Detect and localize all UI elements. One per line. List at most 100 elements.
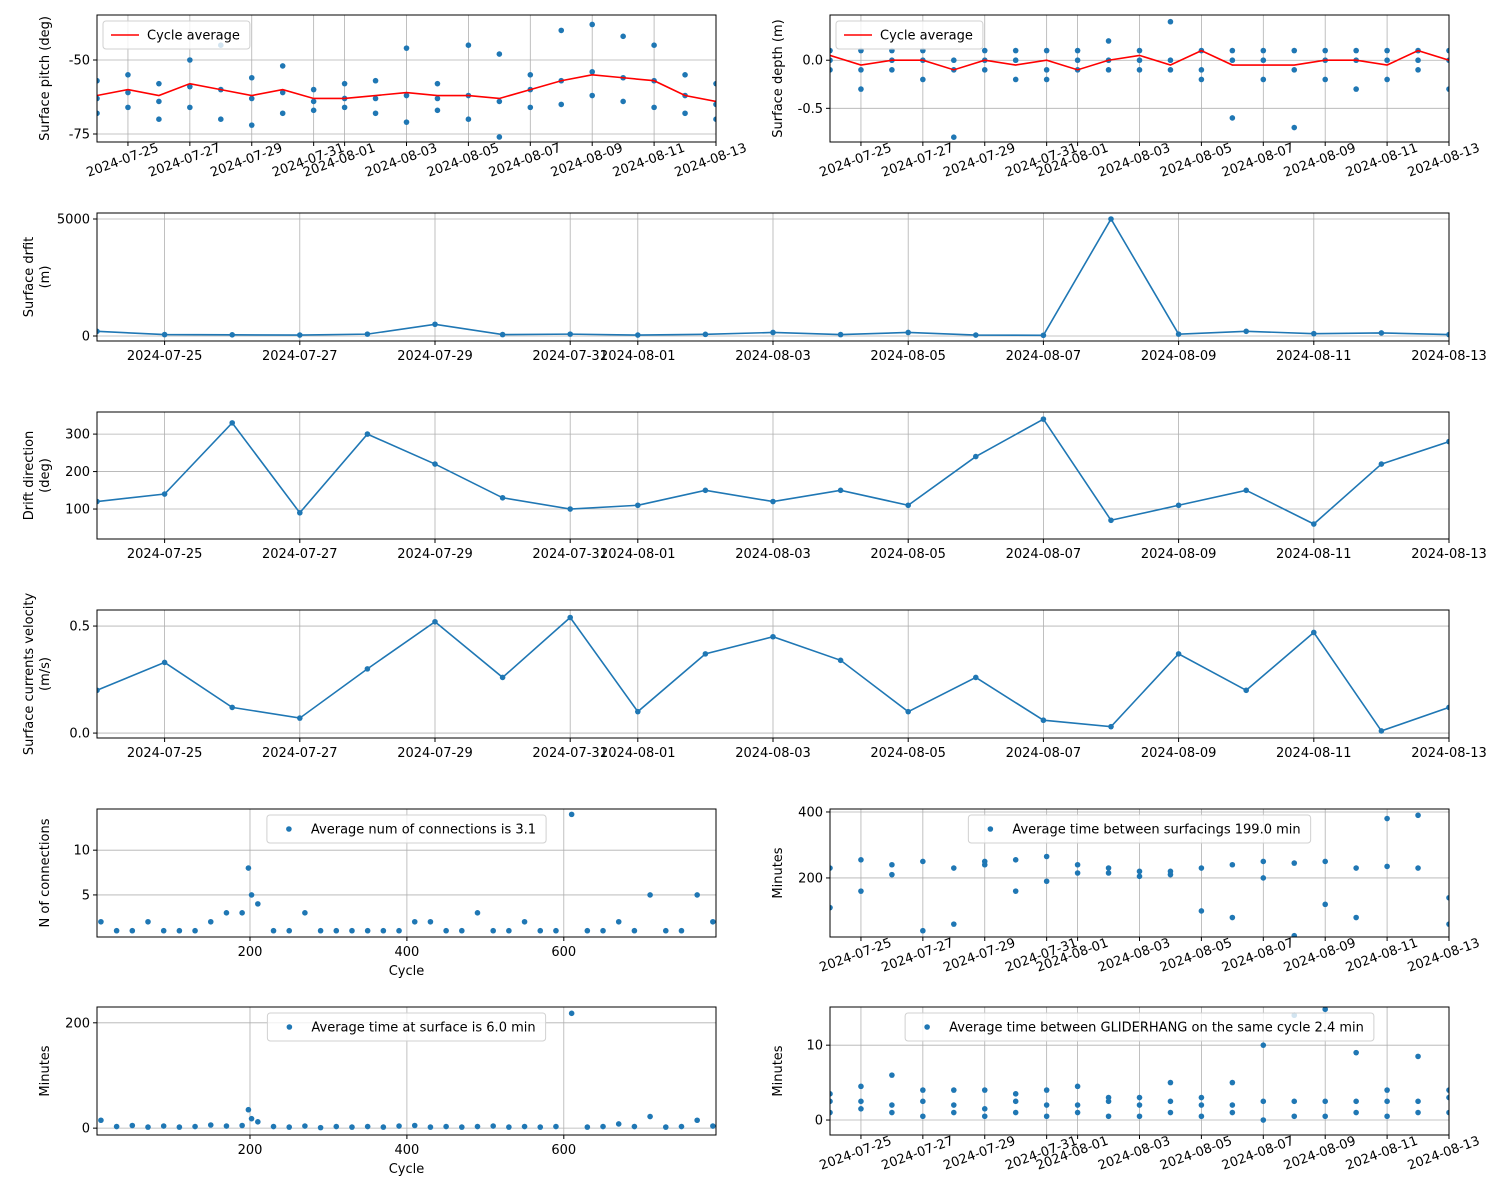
point: [245, 1106, 252, 1113]
point: [1322, 1007, 1328, 1013]
point: [270, 927, 277, 934]
point: [537, 927, 544, 934]
point: [125, 71, 131, 78]
point: [1384, 1113, 1390, 1120]
y-tick-label: 200: [65, 465, 90, 480]
legend-label: Cycle average: [147, 29, 240, 44]
point: [218, 116, 224, 123]
point: [837, 331, 844, 338]
point: [187, 57, 193, 63]
point: [380, 927, 387, 934]
x-tick-label: 2024-07-25: [127, 349, 203, 364]
point: [97, 95, 100, 102]
x-tick-label: 400: [394, 945, 419, 960]
x-tick-label: 2024-08-07: [1006, 547, 1082, 562]
point: [1446, 704, 1449, 711]
point: [920, 76, 926, 83]
point: [207, 918, 214, 925]
legend-box: [266, 814, 547, 844]
point: [662, 927, 669, 934]
point: [1136, 868, 1143, 875]
legend-label: Average num of connections is 3.1: [311, 823, 536, 838]
point: [411, 1122, 418, 1129]
point: [951, 57, 957, 64]
point: [161, 659, 168, 666]
point: [372, 77, 379, 84]
point: [713, 101, 716, 108]
point: [1446, 438, 1449, 445]
point: [1353, 1098, 1359, 1105]
point: [830, 865, 833, 871]
point: [635, 332, 641, 338]
point: [364, 431, 371, 437]
point: [1040, 332, 1047, 339]
point: [1260, 76, 1267, 83]
x-tick-label: 2024-08-03: [735, 547, 811, 562]
x-tick-label: 2024-07-31: [532, 547, 608, 562]
y-tick-label: 300: [65, 428, 90, 443]
point: [403, 92, 410, 99]
point: [1229, 115, 1236, 121]
point: [97, 687, 100, 694]
point: [1175, 651, 1182, 657]
point: [396, 1123, 402, 1129]
point: [1384, 57, 1390, 64]
point: [465, 42, 472, 48]
point: [584, 927, 591, 934]
point: [1074, 870, 1081, 876]
panel: 2024-07-25 2024-07-27 2024-07-29 2024-07-31…: [22, 411, 1487, 562]
legend: Average num of connections is 3.1: [266, 814, 547, 844]
point: [1378, 330, 1385, 336]
point: [156, 80, 162, 87]
point: [1198, 1094, 1205, 1101]
x-tick-label: 2024-08-11: [1276, 349, 1352, 364]
x-tick-label: 2024-07-27: [262, 349, 338, 364]
point: [1384, 76, 1390, 83]
plot-area: [830, 812, 1449, 937]
point: [1446, 1109, 1449, 1116]
point: [1291, 860, 1298, 866]
point: [981, 67, 988, 73]
point: [192, 1123, 198, 1130]
point: [837, 657, 844, 664]
point: [176, 1124, 183, 1130]
point: [1322, 858, 1328, 865]
point: [286, 1124, 293, 1130]
point: [1260, 875, 1267, 881]
point: [830, 67, 833, 73]
series-line: [97, 73, 716, 103]
y-tick-label: 5000: [57, 212, 90, 227]
point: [589, 69, 595, 75]
point: [1415, 812, 1421, 819]
point: [1229, 47, 1236, 54]
panel: 200 400 600 0 200 Minutes Cycle Average time at…: [38, 1006, 717, 1177]
point: [973, 332, 979, 338]
x-tick-label: 2024-08-13: [1406, 141, 1482, 181]
point: [187, 83, 193, 90]
point: [1311, 521, 1317, 527]
point: [920, 858, 926, 865]
point: [1446, 1094, 1449, 1101]
point: [248, 74, 255, 81]
y-tick-label: 0.5: [69, 620, 90, 635]
legend-box: [967, 814, 1312, 844]
point: [229, 332, 235, 338]
point: [981, 47, 988, 54]
point: [176, 927, 183, 934]
y-tick-label: 400: [798, 805, 823, 820]
point: [568, 811, 575, 818]
x-tick-label: 2024-08-07: [1006, 349, 1082, 364]
x-tick-label: 2024-08-13: [1411, 349, 1487, 364]
point: [279, 110, 286, 117]
point: [635, 502, 641, 509]
point: [125, 104, 131, 111]
point: [981, 1106, 988, 1112]
panel: 2024-07-25 2024-07-27 2024-07-29 2024-07-31…: [22, 212, 1487, 364]
point: [1012, 76, 1019, 83]
y-tick-label: 200: [65, 1016, 90, 1031]
point: [1243, 487, 1249, 494]
point: [600, 1123, 606, 1130]
axes-frame: [829, 1006, 1450, 1136]
point: [1167, 1109, 1174, 1116]
